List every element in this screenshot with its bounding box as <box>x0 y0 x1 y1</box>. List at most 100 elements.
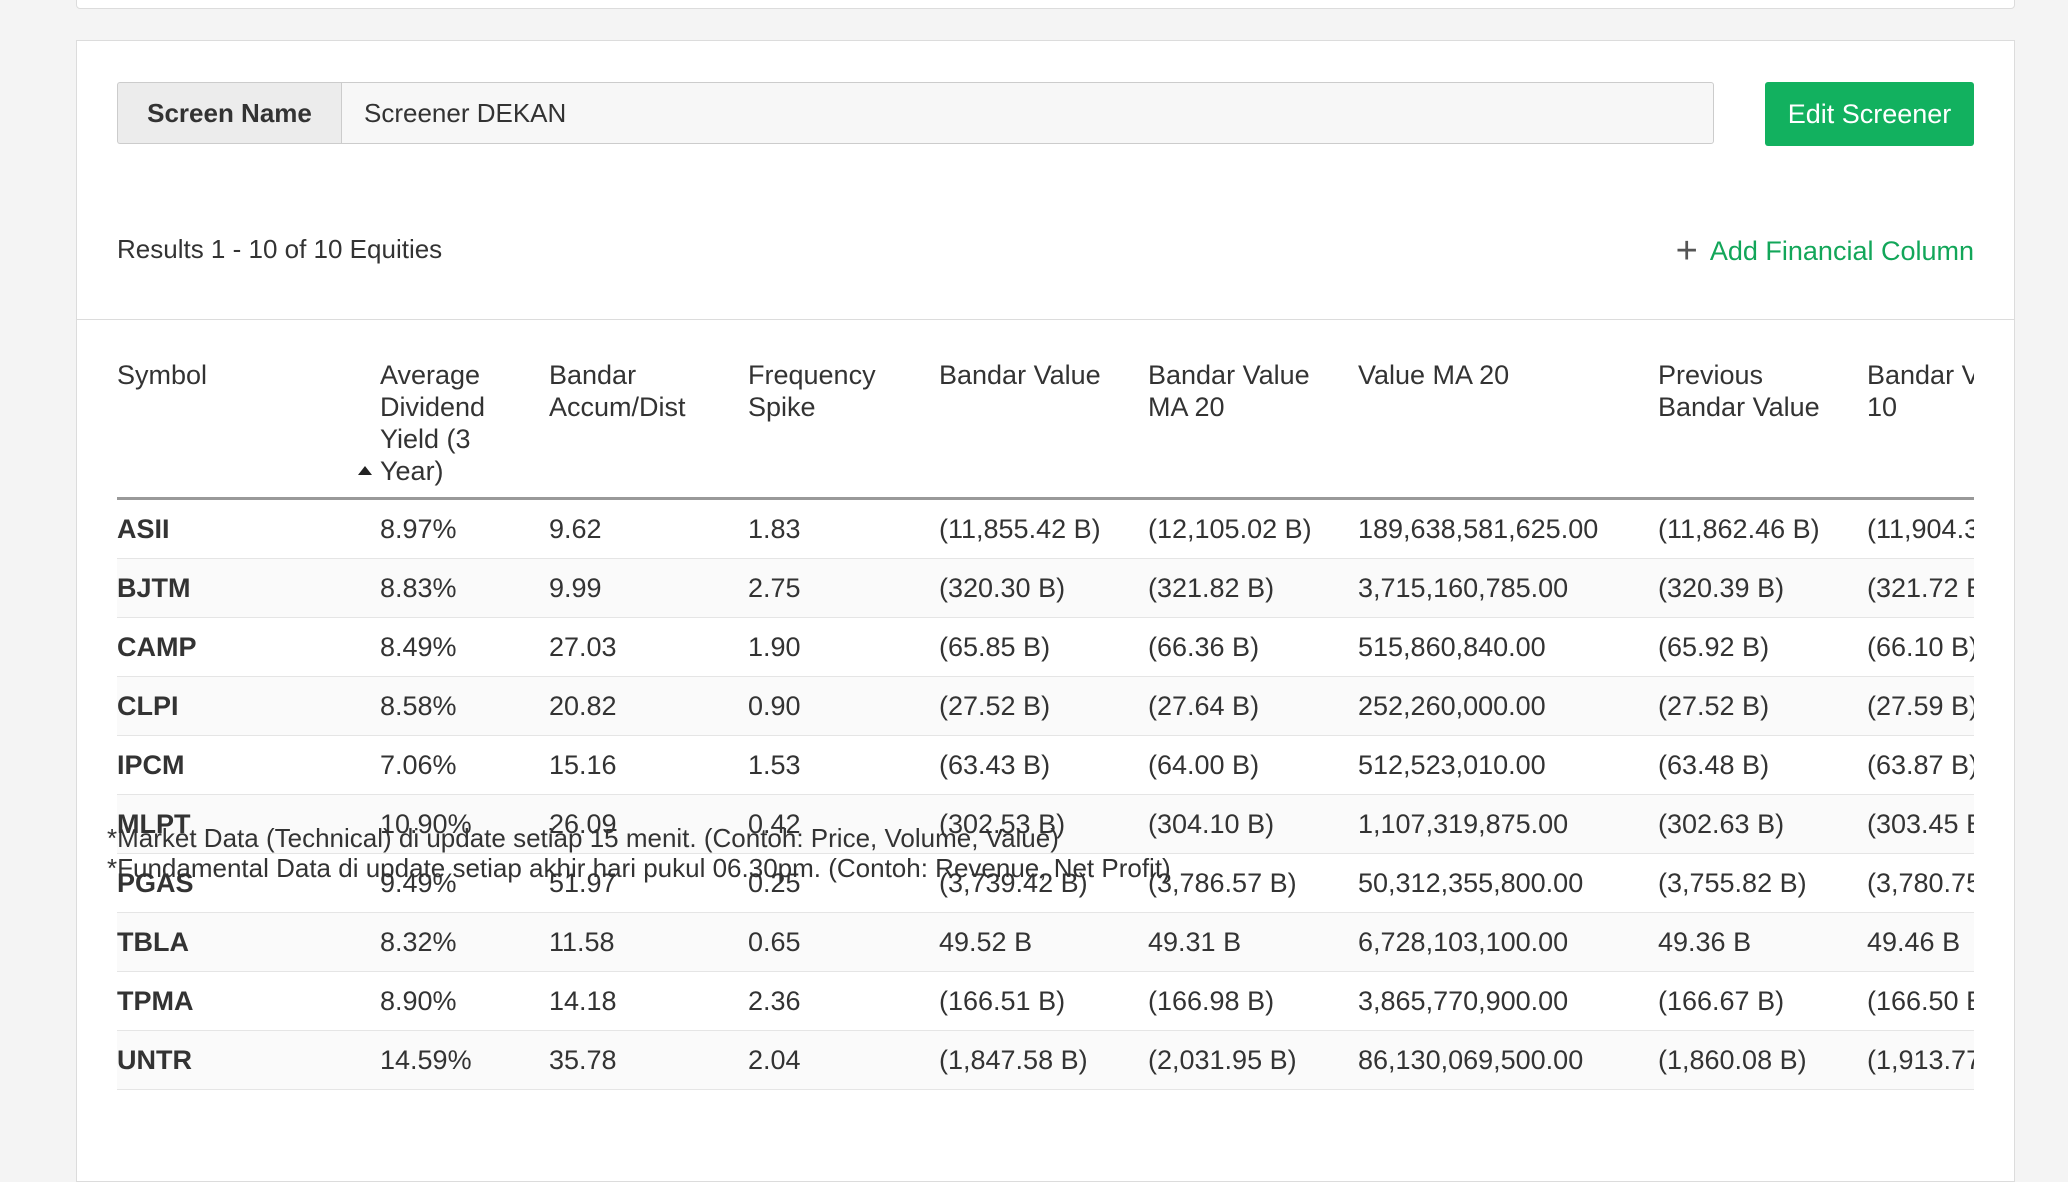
table-cell: (304.10 B) <box>1148 794 1358 854</box>
sort-ascending-icon <box>358 466 372 475</box>
table-cell: 9.62 <box>549 498 748 559</box>
table-cell: (65.85 B) <box>939 617 1148 677</box>
table-cell: 49.31 B <box>1148 912 1358 972</box>
table-cell: 49.52 B <box>939 912 1148 972</box>
column-header-bandar-value-ma-10[interactable]: Bandar Value MA 10 <box>1867 321 1974 500</box>
table-cell: (64.00 B) <box>1148 735 1358 795</box>
table-cell: 512,523,010.00 <box>1358 735 1658 795</box>
table-cell: 3,715,160,785.00 <box>1358 558 1658 618</box>
table-cell: 49.46 B <box>1867 912 1974 972</box>
table-cell: (66.10 B) <box>1867 617 1974 677</box>
table-cell: (11,855.42 B) <box>939 498 1148 559</box>
table-cell: (166.51 B) <box>939 971 1148 1031</box>
table-row[interactable]: CLPI 8.58% 20.82 0.90 (27.52 B) (27.64 B) 252,… <box>117 676 1974 736</box>
table-cell: 8.32% <box>380 912 549 972</box>
table-cell: (3,780.75 <box>1867 853 1974 913</box>
add-financial-column-label: Add Financial Column <box>1709 235 1974 266</box>
table-cell: (321.82 B) <box>1148 558 1358 618</box>
table-cell: 515,860,840.00 <box>1358 617 1658 677</box>
symbol-link[interactable]: TPMA <box>117 971 380 1031</box>
table-cell: 8.58% <box>380 676 549 736</box>
table-cell: (166.67 B) <box>1658 971 1867 1031</box>
table-cell: 27.03 <box>549 617 748 677</box>
symbol-link[interactable]: PGAS <box>117 853 380 913</box>
symbol-link[interactable]: IPCM <box>117 735 380 795</box>
table-cell: 2.04 <box>748 1030 939 1090</box>
symbol-link[interactable]: ASII <box>117 498 380 559</box>
table-row[interactable]: CAMP 8.49% 27.03 1.90 (65.85 B) (66.36 B) 515,… <box>117 617 1974 677</box>
results-summary: Results 1 - 10 of 10 Equities <box>117 234 443 264</box>
table-cell: 3,865,770,900.00 <box>1358 971 1658 1031</box>
column-header-symbol[interactable]: Symbol <box>117 321 380 500</box>
column-header-bandar-value-ma-20[interactable]: Bandar Value MA 20 <box>1148 321 1358 500</box>
table-row[interactable]: BJTM 8.83% 9.99 2.75 (320.30 B) (321.82 B) 3,7… <box>117 558 1974 618</box>
table-cell: (27.52 B) <box>1658 676 1867 736</box>
table-cell: (65.92 B) <box>1658 617 1867 677</box>
table-cell: (63.43 B) <box>939 735 1148 795</box>
table-cell: 26.09 <box>549 794 748 854</box>
screen-name-input[interactable] <box>341 82 1714 144</box>
table-cell: (1,860.08 B) <box>1658 1030 1867 1090</box>
column-header-previous-bandar-value[interactable]: Previous Bandar Value <box>1658 321 1867 500</box>
column-header-value-ma-20[interactable]: Value MA 20 <box>1358 321 1658 500</box>
table-cell: 2.75 <box>748 558 939 618</box>
symbol-link[interactable]: CAMP <box>117 617 380 677</box>
table-cell: 252,260,000.00 <box>1358 676 1658 736</box>
table-body: ASII 8.97% 9.62 1.83 (11,855.42 B) (12,105.02… <box>117 498 1974 1090</box>
table-cell: (2,031.95 B) <box>1148 1030 1358 1090</box>
table-cell: 8.97% <box>380 498 549 559</box>
previous-card <box>76 0 2015 9</box>
table-cell: 49.36 B <box>1658 912 1867 972</box>
table-cell: (12,105.02 B) <box>1148 498 1358 559</box>
table-cell: 20.82 <box>549 676 748 736</box>
table-cell: 14.59% <box>380 1030 549 1090</box>
symbol-link[interactable]: MLPT <box>117 794 380 854</box>
table-row[interactable]: ASII 8.97% 9.62 1.83 (11,855.42 B) (12,105.02… <box>117 498 1974 559</box>
table-row[interactable]: TPMA 8.90% 14.18 2.36 (166.51 B) (166.98 B) 3,… <box>117 971 1974 1031</box>
edit-screener-button[interactable]: Edit Screener <box>1765 82 1974 146</box>
symbol-link[interactable]: TBLA <box>117 912 380 972</box>
table-cell: 35.78 <box>549 1030 748 1090</box>
table-cell: (63.87 B) <box>1867 735 1974 795</box>
table-cell: (27.59 B) <box>1867 676 1974 736</box>
table-cell: 1.53 <box>748 735 939 795</box>
table-cell: (27.52 B) <box>939 676 1148 736</box>
table-row[interactable]: MLPT 10.90% 26.09 0.42 (302.53 B) (304.10 B) 1… <box>117 794 1974 854</box>
symbol-link[interactable]: BJTM <box>117 558 380 618</box>
symbol-link[interactable]: UNTR <box>117 1030 380 1090</box>
table-cell: (66.36 B) <box>1148 617 1358 677</box>
table-cell: 6,728,103,100.00 <box>1358 912 1658 972</box>
table-header-row: Symbol Average Dividend Yield (3 Year) B… <box>117 321 1974 500</box>
table-cell: 8.83% <box>380 558 549 618</box>
table-row[interactable]: PGAS 9.49% 51.97 0.25 (3,739.42 B) (3,786.57 … <box>117 853 1974 913</box>
table-cell: (11,904.3 <box>1867 498 1974 559</box>
table-cell: 15.16 <box>549 735 748 795</box>
table-row[interactable]: IPCM 7.06% 15.16 1.53 (63.43 B) (64.00 B) 512,… <box>117 735 1974 795</box>
add-financial-column-link[interactable]: + Add Financial Column <box>1676 232 1974 270</box>
table-cell: (3,786.57 B) <box>1148 853 1358 913</box>
table-cell: 0.42 <box>748 794 939 854</box>
column-header-frequency-spike[interactable]: Frequency Spike <box>748 321 939 500</box>
table-cell: (1,847.58 B) <box>939 1030 1148 1090</box>
column-header-bandar-accum-dist[interactable]: Bandar Accum/Dist <box>549 321 748 500</box>
table-cell: 8.90% <box>380 971 549 1031</box>
table-cell: 0.25 <box>748 853 939 913</box>
column-header-average-dividend-yield[interactable]: Average Dividend Yield (3 Year) <box>358 321 549 500</box>
table-cell: 10.90% <box>380 794 549 854</box>
symbol-link[interactable]: CLPI <box>117 676 380 736</box>
table-cell: 8.49% <box>380 617 549 677</box>
table-cell: (3,739.42 B) <box>939 853 1148 913</box>
table-row[interactable]: TBLA 8.32% 11.58 0.65 49.52 B 49.31 B 6,728,10… <box>117 912 1974 972</box>
table-cell: 14.18 <box>549 971 748 1031</box>
column-header-bandar-value[interactable]: Bandar Value <box>939 321 1148 500</box>
results-table-container[interactable]: Symbol Average Dividend Yield (3 Year) B… <box>117 321 1974 1091</box>
table-cell: (63.48 B) <box>1658 735 1867 795</box>
results-bar: Results 1 - 10 of 10 Equities + Add Fina… <box>77 186 2014 320</box>
screener-card: Screen Name Edit Screener Results 1 - 10… <box>76 40 2015 1182</box>
table-cell: 1,107,319,875.00 <box>1358 794 1658 854</box>
footnote-fundamental-data: *Fundamental Data di update setiap akhir… <box>107 853 1171 883</box>
table-cell: 9.99 <box>549 558 748 618</box>
table-cell: 0.90 <box>748 676 939 736</box>
table-row[interactable]: UNTR 14.59% 35.78 2.04 (1,847.58 B) (2,031.95… <box>117 1030 1974 1090</box>
table-cell: 7.06% <box>380 735 549 795</box>
